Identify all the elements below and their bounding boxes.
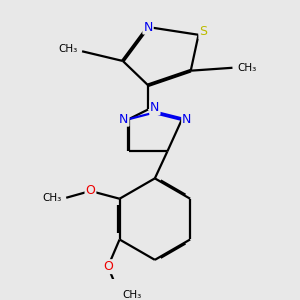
Text: CH₃: CH₃ [122, 290, 142, 300]
Text: S: S [200, 26, 207, 38]
Text: CH₃: CH₃ [42, 193, 62, 203]
Text: CH₃: CH₃ [58, 44, 77, 54]
Text: N: N [182, 113, 192, 126]
Text: O: O [85, 184, 95, 197]
Text: N: N [150, 101, 160, 114]
Text: N: N [143, 20, 153, 34]
Text: CH₃: CH₃ [237, 63, 256, 73]
Text: O: O [103, 260, 113, 273]
Text: N: N [119, 113, 128, 126]
